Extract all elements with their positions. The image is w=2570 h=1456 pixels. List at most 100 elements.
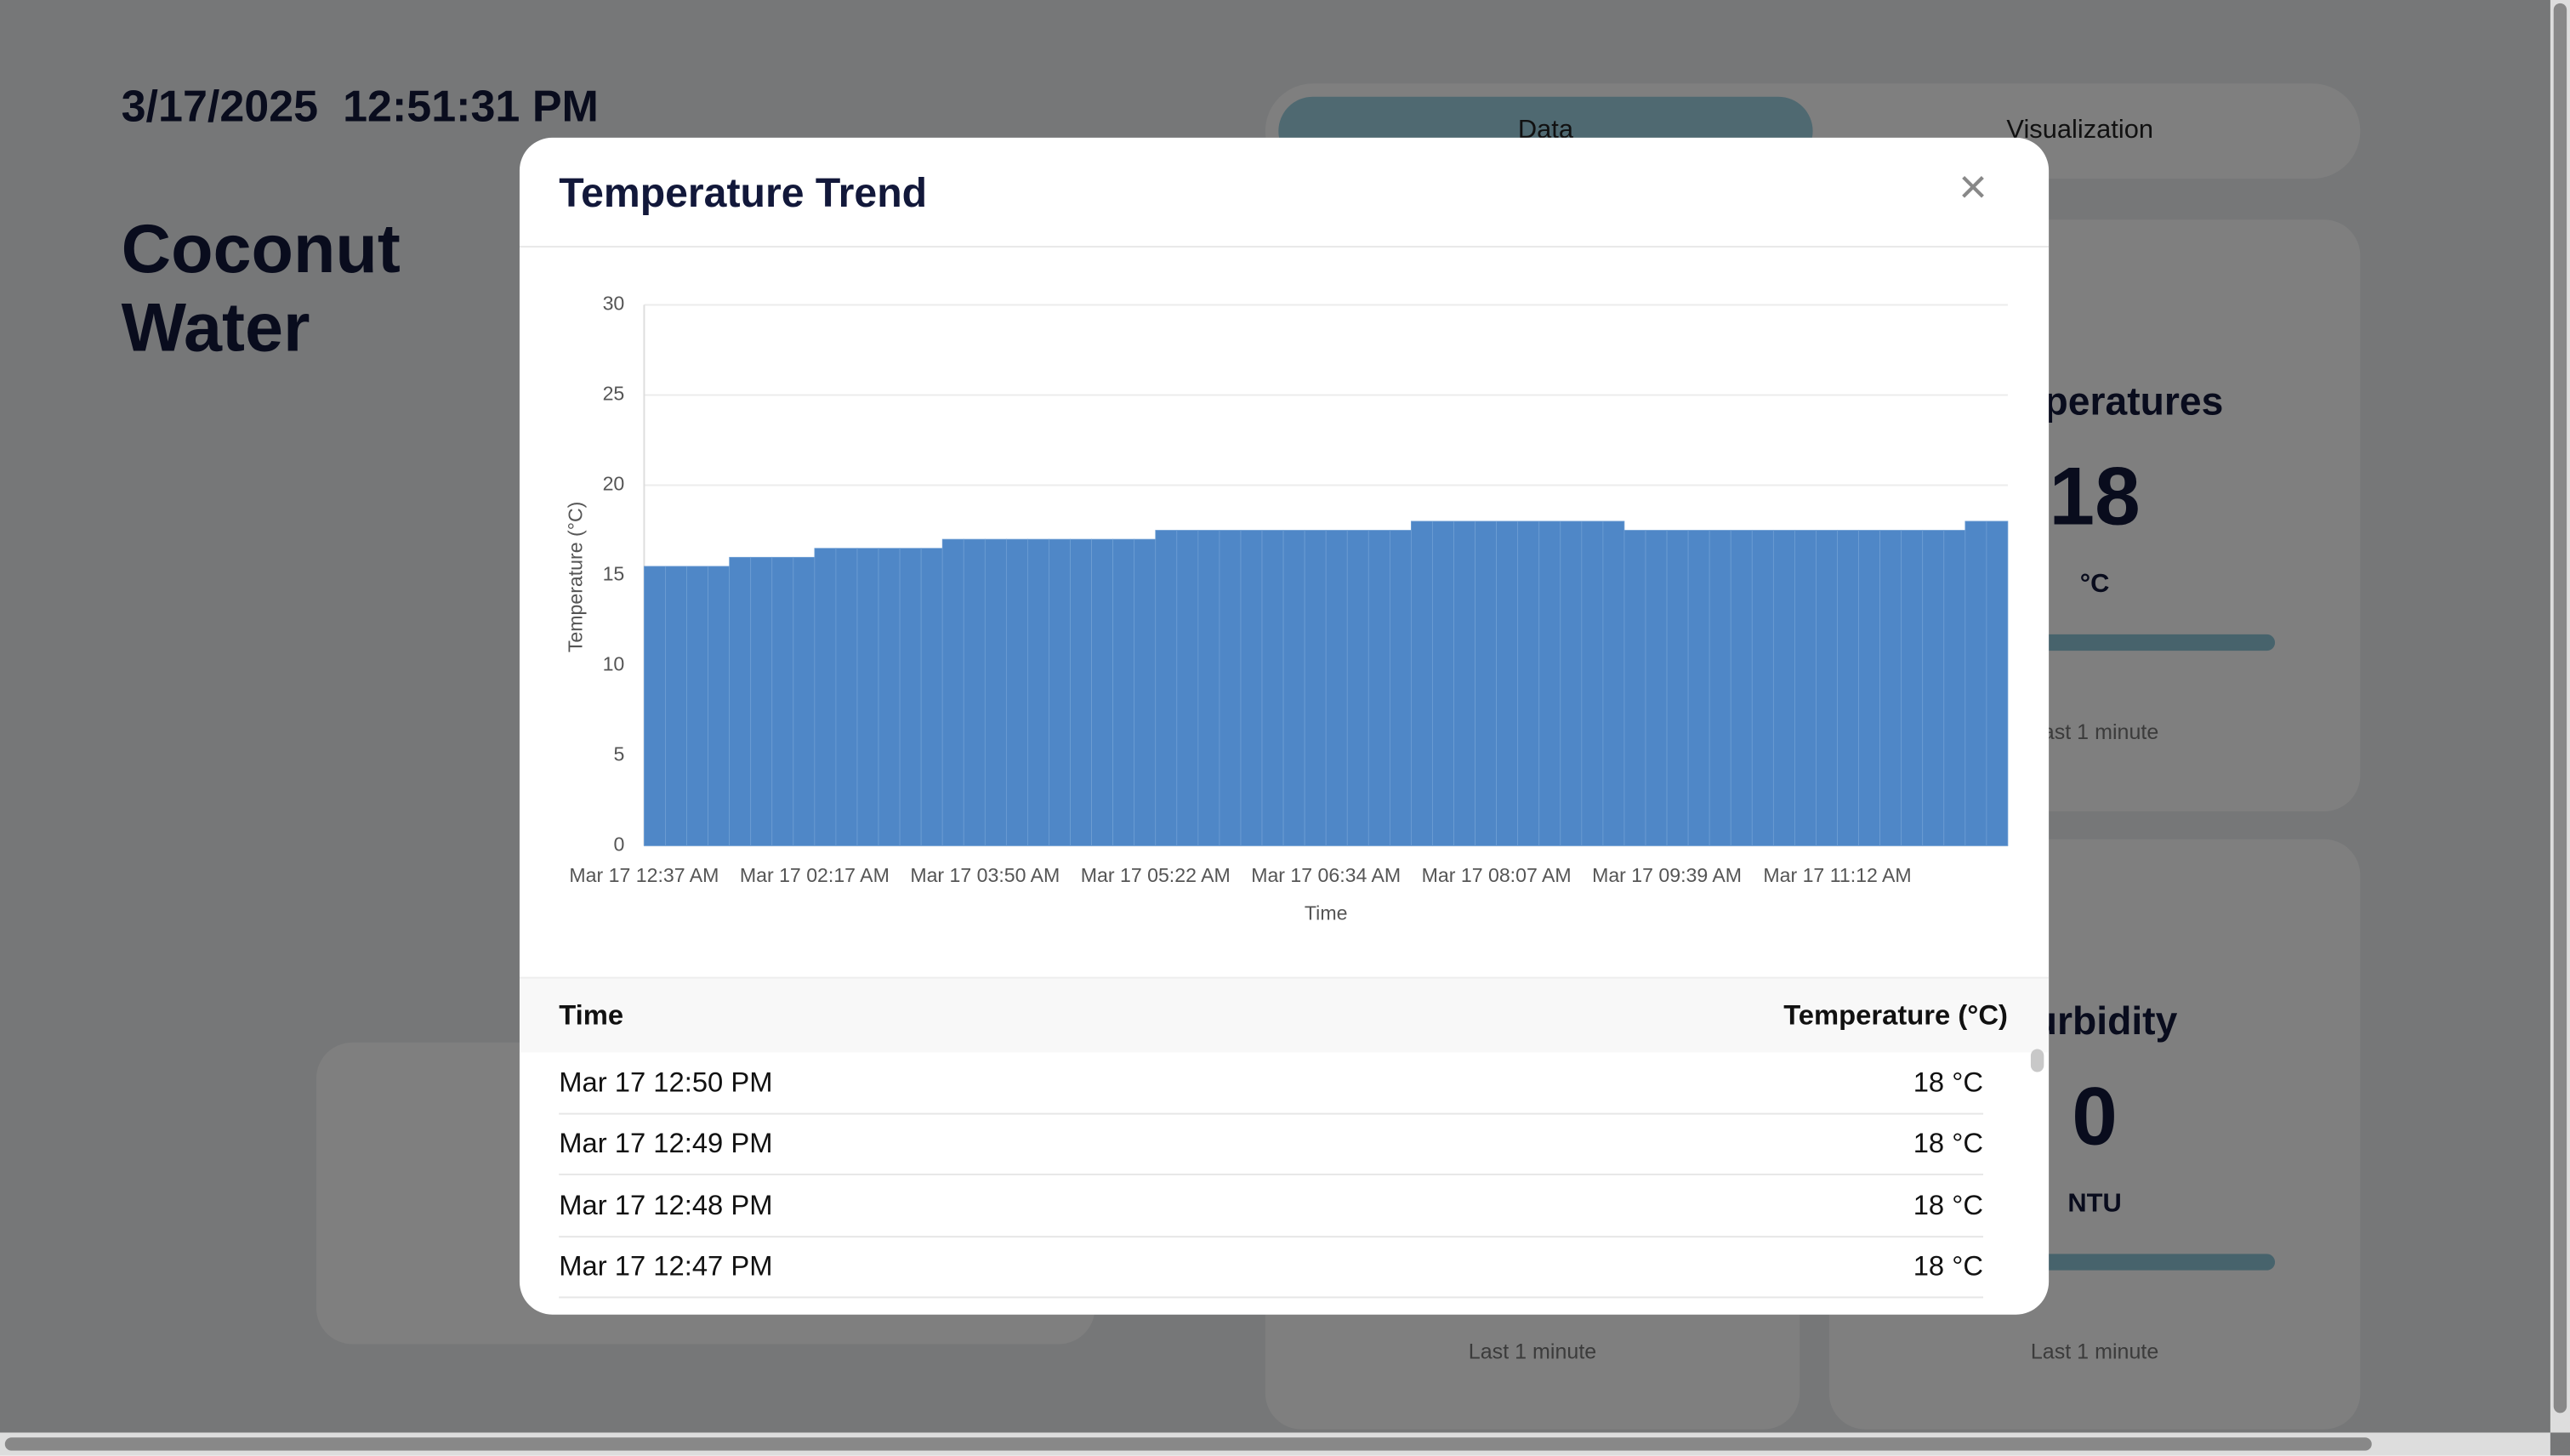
bar <box>1858 530 1880 846</box>
bar <box>1240 530 1263 846</box>
bar <box>771 556 794 846</box>
bar <box>963 538 986 846</box>
bar <box>708 566 731 846</box>
bar <box>1816 530 1838 846</box>
bar <box>1027 538 1049 846</box>
bar <box>1772 530 1795 846</box>
bar <box>856 548 879 846</box>
table-cell: Mar 17 12:49 PM <box>559 1128 773 1160</box>
x-tick-label: Mar 17 05:22 AM <box>1081 864 1231 886</box>
bar <box>1049 538 1071 846</box>
horizontal-scrollbar[interactable] <box>0 1432 2550 1456</box>
table-cell: 18 °C <box>1913 1189 1984 1221</box>
vertical-scrollbar[interactable] <box>2550 0 2570 1433</box>
y-tick-label: 30 <box>603 293 625 315</box>
bar <box>1453 520 1475 846</box>
bar <box>1964 520 1987 846</box>
modal: Temperature Trend × Temperature (°C) Tim… <box>519 137 2050 1315</box>
bar <box>1197 530 1220 846</box>
bar <box>1709 530 1731 846</box>
bar <box>644 566 666 846</box>
bar <box>1070 538 1092 846</box>
bar <box>1986 520 2009 846</box>
table-cell: Mar 17 12:50 PM <box>559 1066 773 1099</box>
column-header: Time <box>559 999 624 1032</box>
bar <box>1751 530 1774 846</box>
bar <box>899 548 922 846</box>
table-row: Mar 17 12:48 PM 18 °C <box>559 1174 1984 1237</box>
bar <box>1475 520 1498 846</box>
x-tick-label: Mar 17 03:50 AM <box>910 864 1060 886</box>
bar <box>1538 520 1561 846</box>
bar <box>835 548 858 846</box>
y-tick-label: 15 <box>603 563 625 585</box>
bar <box>920 548 943 846</box>
table-cell: 18 °C <box>1913 1250 1984 1282</box>
bar <box>1517 520 1540 846</box>
bar <box>1432 520 1454 846</box>
bar <box>984 538 1007 846</box>
bar <box>814 548 837 846</box>
table-row: Mar 17 12:47 PM 18 °C <box>559 1236 1984 1299</box>
table-row: Mar 17 12:49 PM 18 °C <box>559 1113 1984 1176</box>
bar <box>1794 530 1817 846</box>
bar <box>1581 520 1604 846</box>
bar <box>1346 530 1369 846</box>
bar <box>1219 530 1242 846</box>
bar <box>1645 530 1668 846</box>
bar <box>1091 538 1114 846</box>
bar <box>1922 530 1945 846</box>
x-tick-label: Mar 17 06:34 AM <box>1251 864 1401 886</box>
bar <box>1666 530 1689 846</box>
bar <box>1901 530 1924 846</box>
column-header: Temperature (°C) <box>1783 999 2008 1032</box>
x-tick-label: Mar 17 02:17 AM <box>740 864 890 886</box>
table-cell: 18 °C <box>1913 1128 1984 1160</box>
x-tick-label: Mar 17 12:37 AM <box>569 864 719 886</box>
bar <box>1560 520 1583 846</box>
bar <box>665 566 687 846</box>
bar <box>729 556 752 846</box>
table-scrollbar[interactable] <box>2030 1049 2044 1072</box>
y-tick-label: 0 <box>613 833 624 856</box>
table-header: Time Temperature (°C) <box>519 976 2050 1053</box>
table-cell: Mar 17 12:47 PM <box>559 1250 773 1282</box>
y-tick-label: 5 <box>613 743 624 765</box>
bar <box>878 548 901 846</box>
bar <box>1176 530 1199 846</box>
bar <box>1623 530 1646 846</box>
x-tick-label: Mar 17 09:39 AM <box>1592 864 1742 886</box>
x-tick-label: Mar 17 08:07 AM <box>1422 864 1572 886</box>
y-axis-label: Temperature (°C) <box>565 502 587 652</box>
bar <box>1367 530 1390 846</box>
bar <box>1389 530 1412 846</box>
bar <box>1304 530 1327 846</box>
table-cell: Mar 17 12:48 PM <box>559 1189 773 1221</box>
y-tick-label: 25 <box>603 383 625 405</box>
bar <box>686 566 708 846</box>
bar <box>793 556 816 846</box>
modal-title: Temperature Trend <box>559 170 928 217</box>
bar <box>1496 520 1519 846</box>
bar <box>1879 530 1902 846</box>
y-tick-label: 20 <box>603 473 625 495</box>
bar <box>1112 538 1135 846</box>
bar <box>1005 538 1028 846</box>
x-tick-label: Mar 17 11:12 AM <box>1763 864 1911 886</box>
bar <box>1325 530 1348 846</box>
bar <box>750 556 773 846</box>
bar <box>1687 530 1710 846</box>
y-tick-label: 10 <box>603 653 625 675</box>
bar <box>1261 530 1284 846</box>
close-button[interactable]: × <box>1959 160 1987 215</box>
bar <box>1282 530 1305 846</box>
table-cell: 18 °C <box>1913 1066 1984 1099</box>
divider <box>519 246 2050 248</box>
bar <box>1155 530 1178 846</box>
bar <box>1943 530 1966 846</box>
bar <box>1837 530 1859 846</box>
x-axis-label: Time <box>1305 902 1348 924</box>
chart: Temperature (°C) Time 0 5 10 15 20 25 30 Mar 17… <box>565 293 2009 924</box>
